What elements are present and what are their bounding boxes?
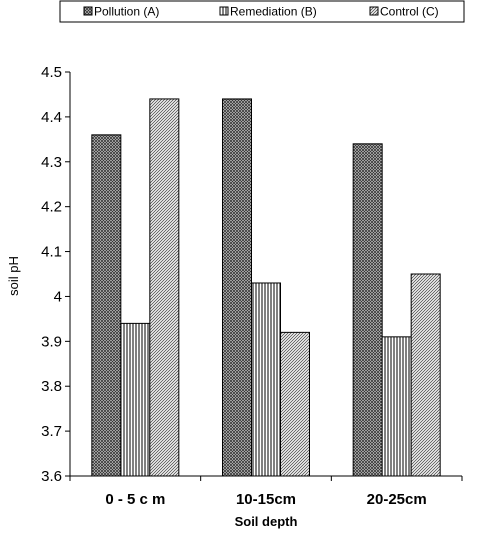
legend-box — [59, 0, 465, 23]
legend-swatch — [369, 6, 379, 16]
y-tick-label: 3.9 — [41, 333, 62, 350]
bar-crosshatch — [222, 98, 252, 477]
x-category-label: 0 - 5 c m — [105, 491, 165, 508]
legend-label: Remediation (B) — [230, 5, 317, 19]
y-tick-label: 4.2 — [41, 199, 62, 216]
y-tick-label: 4.4 — [41, 109, 62, 126]
y-tick-label: 4.1 — [41, 244, 62, 261]
bar-diagonal-lines — [149, 98, 180, 477]
legend-label: Control (C) — [380, 5, 439, 19]
y-tick-label: 4.5 — [41, 64, 62, 81]
legend-label: Pollution (A) — [94, 5, 159, 19]
bar-crosshatch — [352, 143, 383, 477]
y-tick-label: 4.3 — [41, 154, 62, 171]
y-tick-label: 3.6 — [41, 468, 62, 485]
bars — [91, 98, 441, 477]
y-tick-label: 3.7 — [41, 423, 62, 440]
bar-diagonal-lines — [280, 331, 310, 477]
bar-vertical-lines — [251, 282, 281, 477]
x-category-label: 10-15cm — [236, 491, 296, 508]
legend-swatch — [83, 6, 93, 16]
bar-diagonal-lines — [410, 273, 441, 477]
y-axis-title: soil pH — [6, 256, 21, 296]
x-category-label: 20-25cm — [367, 491, 427, 508]
bar-crosshatch — [91, 134, 122, 477]
bar-vertical-lines — [381, 336, 412, 477]
legend-swatch — [219, 6, 229, 16]
bar-vertical-lines — [120, 322, 151, 477]
y-tick-label: 3.8 — [41, 378, 62, 395]
x-axis-title: Soil depth — [235, 514, 298, 529]
legend: Pollution (A) Remediation (B) Control (C) — [59, 0, 465, 23]
y-tick-label: 4 — [54, 288, 62, 305]
